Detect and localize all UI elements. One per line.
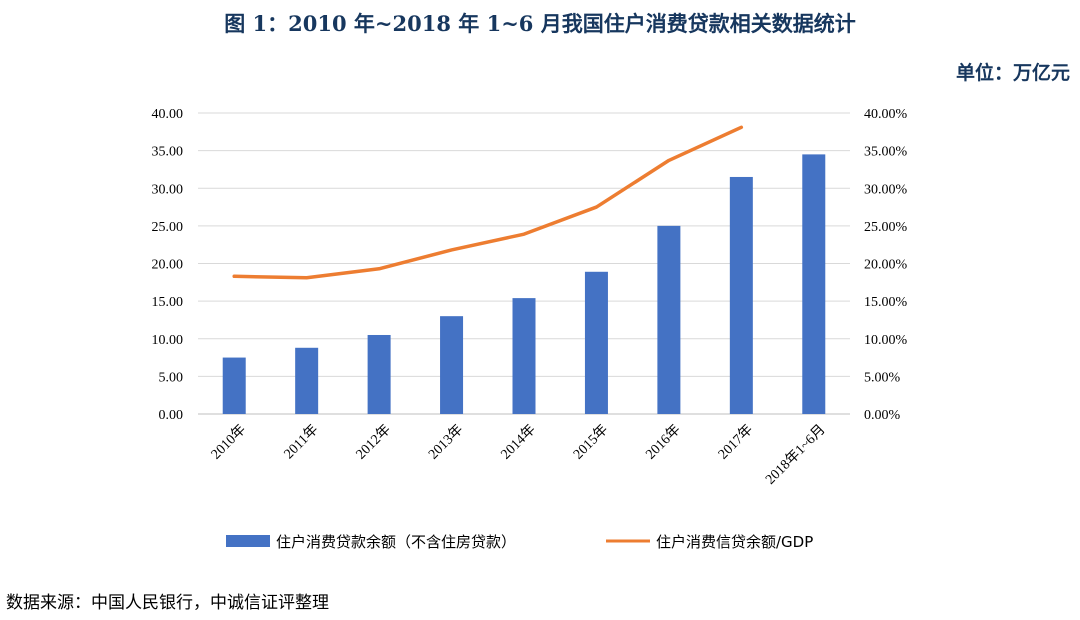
x-tick-label: 2014年 <box>498 422 539 463</box>
bar <box>367 334 391 414</box>
right-y-axis: 0.00% 5.00% 10.00% 15.00% 20.00% 25.00% 30.00%… <box>864 107 908 423</box>
unit-label: 单位：万亿元 <box>955 62 1070 84</box>
y2-tick-label: 0.00% <box>864 408 901 423</box>
legend-label-bar: 住户消费贷款余额（不含住房贷款） <box>276 533 516 551</box>
y-tick-label: 20.00 <box>152 258 184 273</box>
x-tick-label: 2015年 <box>570 422 611 463</box>
x-tick-label: 2011年 <box>281 422 322 463</box>
y2-tick-label: 5.00% <box>864 370 901 385</box>
y2-tick-label: 10.00% <box>864 333 908 348</box>
y-tick-label: 25.00 <box>152 220 184 235</box>
x-tick-label: 2012年 <box>353 422 394 463</box>
bar <box>295 347 319 414</box>
legend-swatch-bar <box>226 535 270 547</box>
bar <box>512 298 536 414</box>
y2-tick-label: 40.00% <box>864 107 908 122</box>
y-tick-label: 0.00 <box>159 408 184 423</box>
left-y-axis: 0.00 5.00 10.00 15.00 20.00 25.00 30.00 35.00 40… <box>152 107 184 423</box>
y2-tick-label: 20.00% <box>864 258 908 273</box>
y-tick-label: 15.00 <box>152 295 184 310</box>
x-tick-label: 2016年 <box>643 422 684 463</box>
y-tick-label: 30.00 <box>152 182 184 197</box>
y2-tick-label: 30.00% <box>864 182 908 197</box>
y2-tick-label: 35.00% <box>864 145 908 160</box>
bar <box>222 357 246 414</box>
y-tick-label: 35.00 <box>152 145 184 160</box>
x-tick-label: 2017年 <box>715 422 756 463</box>
y2-tick-label: 25.00% <box>864 220 908 235</box>
bar <box>440 316 464 414</box>
y-tick-label: 40.00 <box>152 107 184 122</box>
bar <box>584 271 608 414</box>
bar <box>729 176 753 414</box>
legend: 住户消费贷款余额（不含住房贷款） 住户消费信贷余额/GDP <box>226 533 813 551</box>
legend-label-line: 住户消费信贷余额/GDP <box>656 533 813 551</box>
data-source: 数据来源：中国人民银行，中诚信证评整理 <box>6 593 329 613</box>
bar <box>802 154 826 414</box>
line-series <box>232 125 744 280</box>
x-axis: 2010年 2011年 2012年 2013年 2014年 2015年 2016年 2017年… <box>208 422 829 488</box>
x-tick-label: 2013年 <box>425 422 466 463</box>
bar-series <box>222 154 826 414</box>
x-tick-label: 2010年 <box>208 422 249 463</box>
y-tick-label: 10.00 <box>152 333 184 348</box>
y-tick-label: 5.00 <box>159 370 184 385</box>
y2-tick-label: 15.00% <box>864 295 908 310</box>
x-tick-label: 2018年1~6月 <box>762 422 828 488</box>
bar <box>657 225 681 414</box>
line-path <box>232 125 744 280</box>
chart-title: 图 1：2010 年~2018 年 1~6 月我国住户消费贷款相关数据统计 <box>224 11 856 36</box>
